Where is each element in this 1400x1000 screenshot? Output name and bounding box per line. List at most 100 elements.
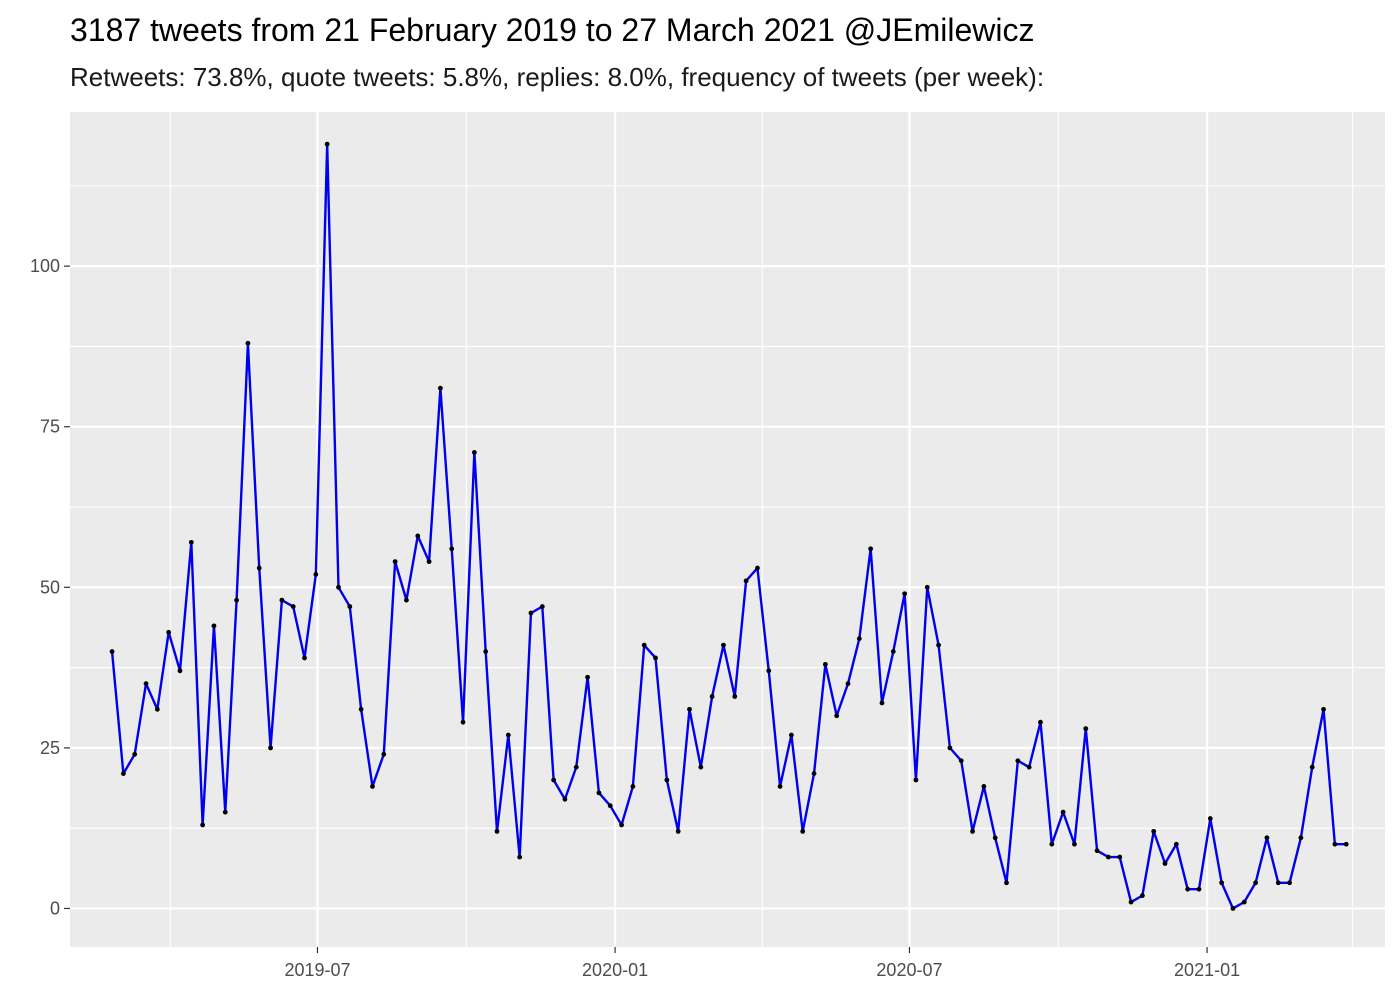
data-point bbox=[313, 572, 319, 577]
x-tick-label: 2020-01 bbox=[582, 960, 648, 980]
data-point bbox=[392, 559, 398, 565]
data-point bbox=[381, 751, 387, 757]
x-tick-label: 2019-07 bbox=[284, 960, 350, 980]
data-point bbox=[268, 745, 273, 751]
data-point bbox=[1207, 816, 1213, 821]
data-point bbox=[415, 533, 421, 539]
data-point bbox=[732, 694, 738, 699]
data-point bbox=[1230, 906, 1236, 911]
data-point bbox=[1139, 893, 1145, 899]
data-point bbox=[211, 623, 217, 629]
plot-panel bbox=[70, 112, 1385, 947]
data-point bbox=[585, 674, 590, 680]
data-point bbox=[777, 784, 783, 789]
data-point bbox=[1332, 841, 1338, 847]
data-point bbox=[358, 706, 364, 712]
data-point bbox=[1196, 886, 1202, 892]
data-point bbox=[698, 764, 704, 770]
data-point bbox=[449, 546, 455, 552]
data-point bbox=[868, 546, 874, 552]
data-point bbox=[800, 828, 806, 834]
data-point bbox=[788, 732, 794, 738]
data-point bbox=[879, 700, 885, 706]
data-point bbox=[981, 784, 987, 789]
data-point bbox=[902, 591, 908, 597]
data-point bbox=[596, 790, 602, 796]
data-point bbox=[279, 597, 285, 603]
x-tick-label: 2021-01 bbox=[1174, 960, 1240, 980]
data-point bbox=[755, 565, 760, 571]
data-point bbox=[1106, 854, 1111, 860]
data-point bbox=[1253, 880, 1258, 886]
data-point bbox=[687, 706, 692, 712]
data-point bbox=[607, 803, 613, 809]
data-point bbox=[1015, 758, 1021, 764]
data-point bbox=[324, 141, 330, 147]
data-point bbox=[1049, 841, 1055, 847]
data-point bbox=[619, 822, 624, 828]
data-point bbox=[200, 822, 206, 828]
data-point bbox=[234, 597, 240, 603]
y-tick-label: 0 bbox=[50, 898, 60, 918]
data-point bbox=[766, 668, 772, 674]
data-point bbox=[811, 771, 817, 776]
data-point bbox=[675, 828, 681, 834]
data-point bbox=[822, 661, 828, 667]
data-point bbox=[551, 777, 557, 783]
data-point bbox=[120, 771, 126, 776]
data-point bbox=[109, 649, 115, 654]
data-point bbox=[913, 777, 919, 783]
data-point bbox=[505, 732, 511, 738]
data-point bbox=[664, 777, 670, 783]
data-point bbox=[1185, 886, 1191, 892]
data-point bbox=[188, 539, 194, 545]
data-point bbox=[222, 809, 228, 815]
data-point bbox=[1264, 835, 1270, 841]
data-point bbox=[471, 450, 477, 455]
data-point bbox=[641, 642, 647, 648]
data-point bbox=[517, 854, 523, 860]
data-point bbox=[336, 584, 341, 590]
chart-title: 3187 tweets from 21 February 2019 to 27 … bbox=[70, 12, 1035, 48]
data-point bbox=[1072, 841, 1077, 847]
data-point bbox=[1275, 880, 1281, 886]
data-point bbox=[1094, 848, 1100, 854]
data-point bbox=[1060, 809, 1066, 815]
data-point bbox=[1321, 706, 1326, 712]
data-point bbox=[1343, 841, 1349, 847]
data-point bbox=[426, 559, 432, 565]
data-point bbox=[1038, 719, 1043, 725]
data-point bbox=[1173, 841, 1179, 847]
x-axis: 2019-07 2020-01 2020-07 2021-01 bbox=[284, 947, 1240, 980]
data-point bbox=[1287, 880, 1292, 886]
data-point bbox=[494, 828, 500, 834]
data-point bbox=[483, 649, 489, 654]
data-point bbox=[143, 681, 149, 687]
data-point bbox=[460, 719, 466, 725]
data-point bbox=[936, 642, 941, 648]
data-point bbox=[834, 713, 840, 719]
data-point bbox=[132, 751, 138, 757]
minor-grid bbox=[70, 112, 1385, 947]
y-tick-label: 75 bbox=[40, 417, 60, 437]
data-point bbox=[856, 636, 862, 642]
data-point bbox=[1083, 726, 1089, 732]
data-point bbox=[709, 694, 715, 699]
data-point bbox=[166, 629, 172, 635]
data-point bbox=[653, 655, 658, 661]
data-point bbox=[290, 604, 296, 609]
y-tick-label: 25 bbox=[40, 738, 60, 758]
data-point bbox=[1309, 764, 1315, 770]
data-point bbox=[947, 745, 953, 751]
data-point bbox=[1117, 854, 1123, 860]
data-point bbox=[1162, 861, 1168, 866]
data-point bbox=[924, 584, 930, 590]
y-tick-label: 50 bbox=[40, 577, 60, 597]
data-point bbox=[1298, 835, 1304, 841]
data-point bbox=[721, 642, 726, 648]
y-axis: 0 25 50 75 100 bbox=[30, 256, 70, 918]
data-point bbox=[528, 610, 534, 616]
data-point bbox=[177, 668, 183, 674]
data-point bbox=[539, 604, 545, 609]
